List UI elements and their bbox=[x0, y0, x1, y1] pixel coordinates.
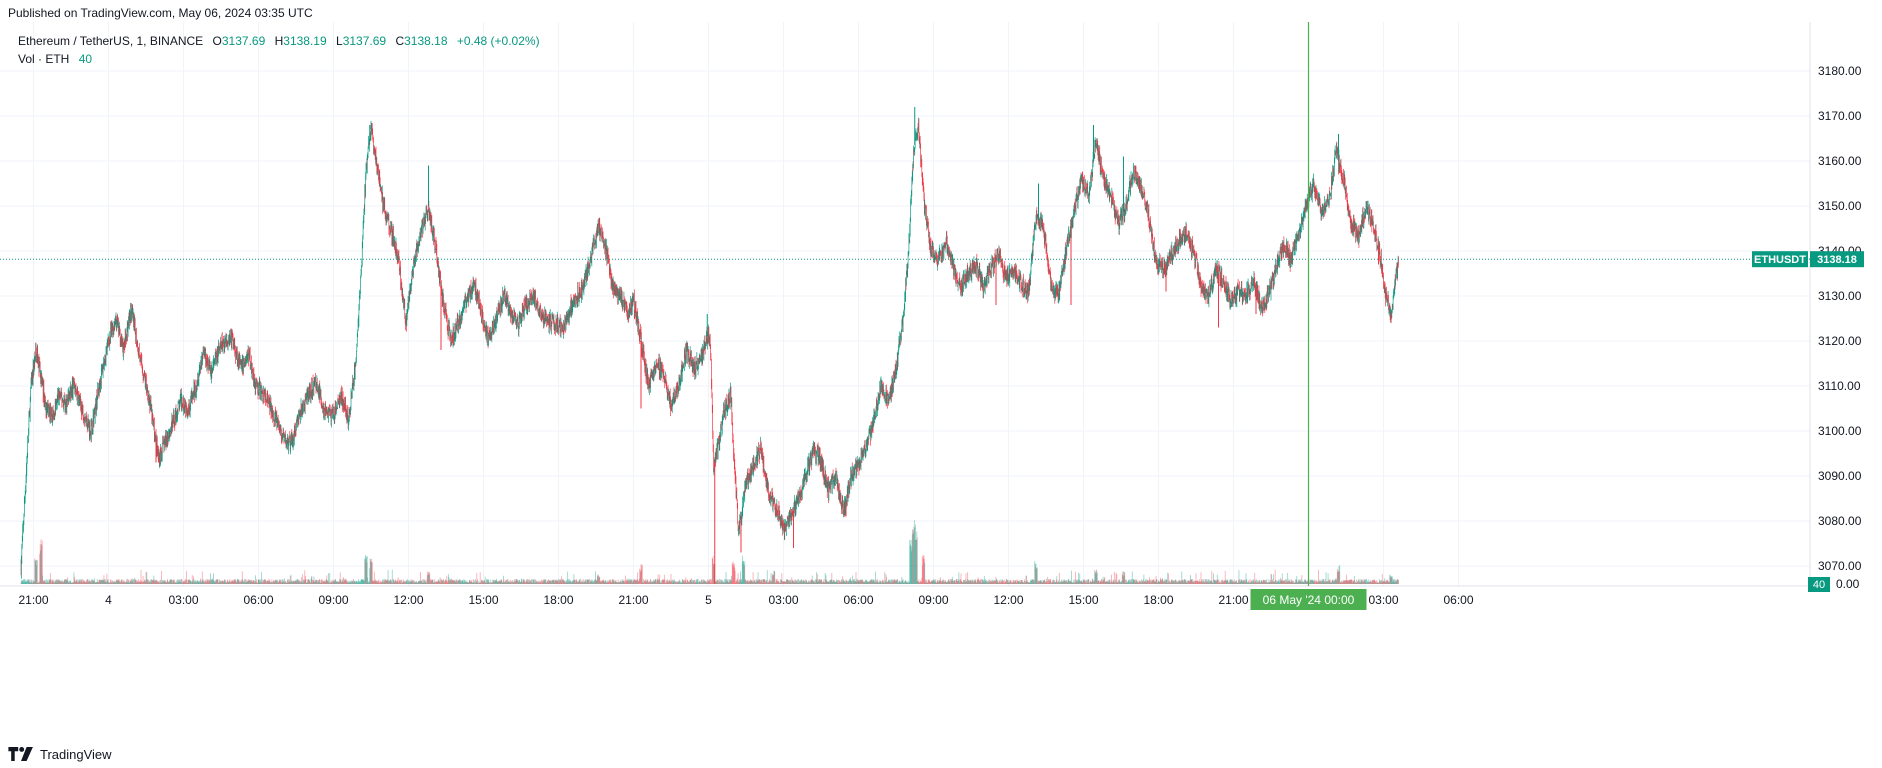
volume-bars bbox=[20, 520, 1399, 584]
chart-frame[interactable]: 3070.00 3080.00 3090.00 3100.00 3110.00 3120.… bbox=[0, 22, 1882, 744]
published-caption: Published on TradingView.com, May 06, 20… bbox=[8, 6, 313, 20]
chart-svg[interactable]: 3070.003080.003090.003100.003110.003120.… bbox=[0, 22, 1882, 744]
candles bbox=[20, 117, 1399, 579]
